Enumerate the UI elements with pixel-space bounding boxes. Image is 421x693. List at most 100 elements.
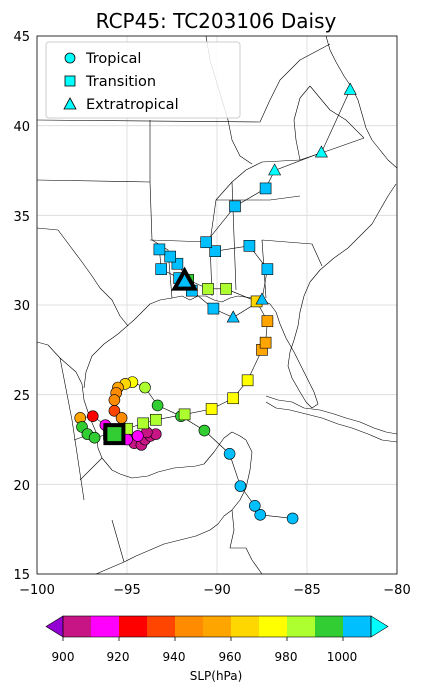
y-tick-label: 35: [13, 210, 30, 225]
legend: Tropical Transition Extratropical: [45, 41, 241, 119]
track-point-tropical: [108, 405, 121, 417]
genesis-marker: [103, 423, 126, 446]
coastline-atlantic: [325, 36, 397, 169]
track-point-tropical: [132, 430, 144, 442]
track-point-transition: [150, 413, 162, 426]
legend-label-extratropical: Extratropical: [86, 97, 179, 113]
track-point-extratropical: [226, 310, 240, 323]
colorbar-segment: [91, 616, 120, 637]
coastline-us-gulf: [83, 295, 319, 409]
colorbar-ticks: 900 920 940 960 980 1000 SLP(hPa): [52, 650, 358, 683]
track-point-extratropical: [255, 292, 269, 305]
y-tick-label: 25: [13, 389, 30, 404]
colorbar-tick-label: 1000: [327, 650, 358, 664]
coastline-cuba-south: [265, 401, 397, 443]
map-area: [36, 35, 398, 575]
colorbar-over-arrow: [370, 615, 389, 638]
coastline-main: [37, 341, 253, 574]
colorbar-segment: [287, 616, 316, 637]
track-point-tropical: [88, 431, 101, 444]
map-frame: [36, 35, 398, 575]
colorbar: [45, 615, 389, 641]
x-tick-label: −100: [19, 583, 55, 598]
legend-square-marker: [64, 75, 76, 87]
track-point-transition: [207, 302, 220, 315]
y-tick-label: 20: [13, 479, 30, 494]
legend-label-tropical: Tropical: [85, 51, 141, 67]
y-tick-label: 45: [13, 30, 30, 45]
track-point-transition: [205, 403, 218, 415]
track-point-extratropical: [268, 163, 282, 176]
track-point-transition: [200, 236, 212, 249]
track-point-transition: [227, 392, 239, 405]
track-point-transition: [243, 240, 256, 252]
track-point-tropical: [139, 381, 151, 394]
track-point-transition: [259, 336, 272, 349]
colorbar-tick-label: 920: [107, 650, 130, 664]
border-us-mexico: [37, 227, 129, 327]
legend-box: [45, 41, 241, 119]
track-point-transition: [229, 200, 241, 213]
track-point-tropical: [223, 448, 236, 460]
colorbar-segment: [175, 616, 204, 637]
colorbar-label: SLP(hPa): [190, 669, 243, 683]
y-tick-label: 40: [13, 120, 30, 135]
map-title: RCP45: TC203106 Daisy: [96, 9, 337, 33]
colorbar-under-arrow: [45, 615, 64, 638]
track-point-tropical: [151, 399, 164, 412]
colorbar-tick-label: 940: [163, 650, 186, 664]
y-tick-label: 30: [13, 299, 30, 314]
x-tick-label: −95: [113, 583, 140, 598]
colorbar-segment: [147, 616, 176, 637]
track-point-tropical: [234, 480, 247, 492]
y-tick-label: 15: [13, 568, 30, 583]
track-point-tropical: [108, 394, 121, 406]
track-point-transition: [261, 315, 274, 327]
colorbar-segment: [315, 616, 344, 637]
track-point-transition: [137, 417, 149, 430]
track-point-transition: [261, 263, 274, 275]
track-point-extratropical: [314, 145, 328, 158]
border-central-america: [229, 509, 263, 574]
colorbar-tick-label: 960: [219, 650, 242, 664]
track-point-tropical: [87, 410, 99, 422]
track-point-transition: [220, 283, 232, 295]
track-point-transition: [164, 250, 176, 263]
x-tick-label: −85: [293, 583, 320, 598]
track-point-transition: [171, 257, 184, 270]
track-point-tropical: [198, 424, 211, 437]
legend-label-transition: Transition: [85, 74, 156, 90]
colorbar-tick-label: 900: [52, 650, 75, 664]
colorbar-tick-label: 980: [275, 650, 298, 664]
track-point-tropical: [115, 412, 128, 424]
colorbar-segment: [63, 616, 92, 637]
colorbar-segment: [203, 616, 232, 637]
track-point-transition: [178, 408, 191, 421]
colorbar-segment: [231, 616, 260, 637]
x-tick-label: −90: [203, 583, 230, 598]
track-point-transition: [153, 243, 166, 256]
colorbar-segment: [259, 616, 288, 637]
track-points: [74, 82, 357, 525]
track-point-transition: [259, 182, 272, 195]
track-point-transition: [241, 374, 254, 387]
track-point-tropical: [249, 500, 261, 512]
track-point-transition: [202, 283, 214, 295]
x-axis: −100 −95 −90 −85 −80: [19, 583, 411, 598]
legend-triangle-marker: [63, 97, 77, 110]
colorbar-segment: [119, 616, 148, 637]
coastline-florida-east: [287, 183, 397, 403]
colorbar-frame: [62, 615, 372, 638]
colorbar-segment: [343, 616, 372, 637]
track-point-extratropical: [343, 82, 357, 95]
track-point-tropical: [286, 512, 299, 525]
x-tick-label: −80: [383, 583, 410, 598]
y-axis: 15 20 25 30 35 40 45: [13, 30, 30, 583]
track-point-transition: [209, 245, 221, 257]
track-point-tropical: [254, 509, 267, 521]
coastline-cuba: [265, 395, 397, 435]
legend-circle-marker: [64, 52, 76, 64]
track-point-transition: [155, 263, 167, 275]
landfall-marker: [171, 266, 198, 291]
